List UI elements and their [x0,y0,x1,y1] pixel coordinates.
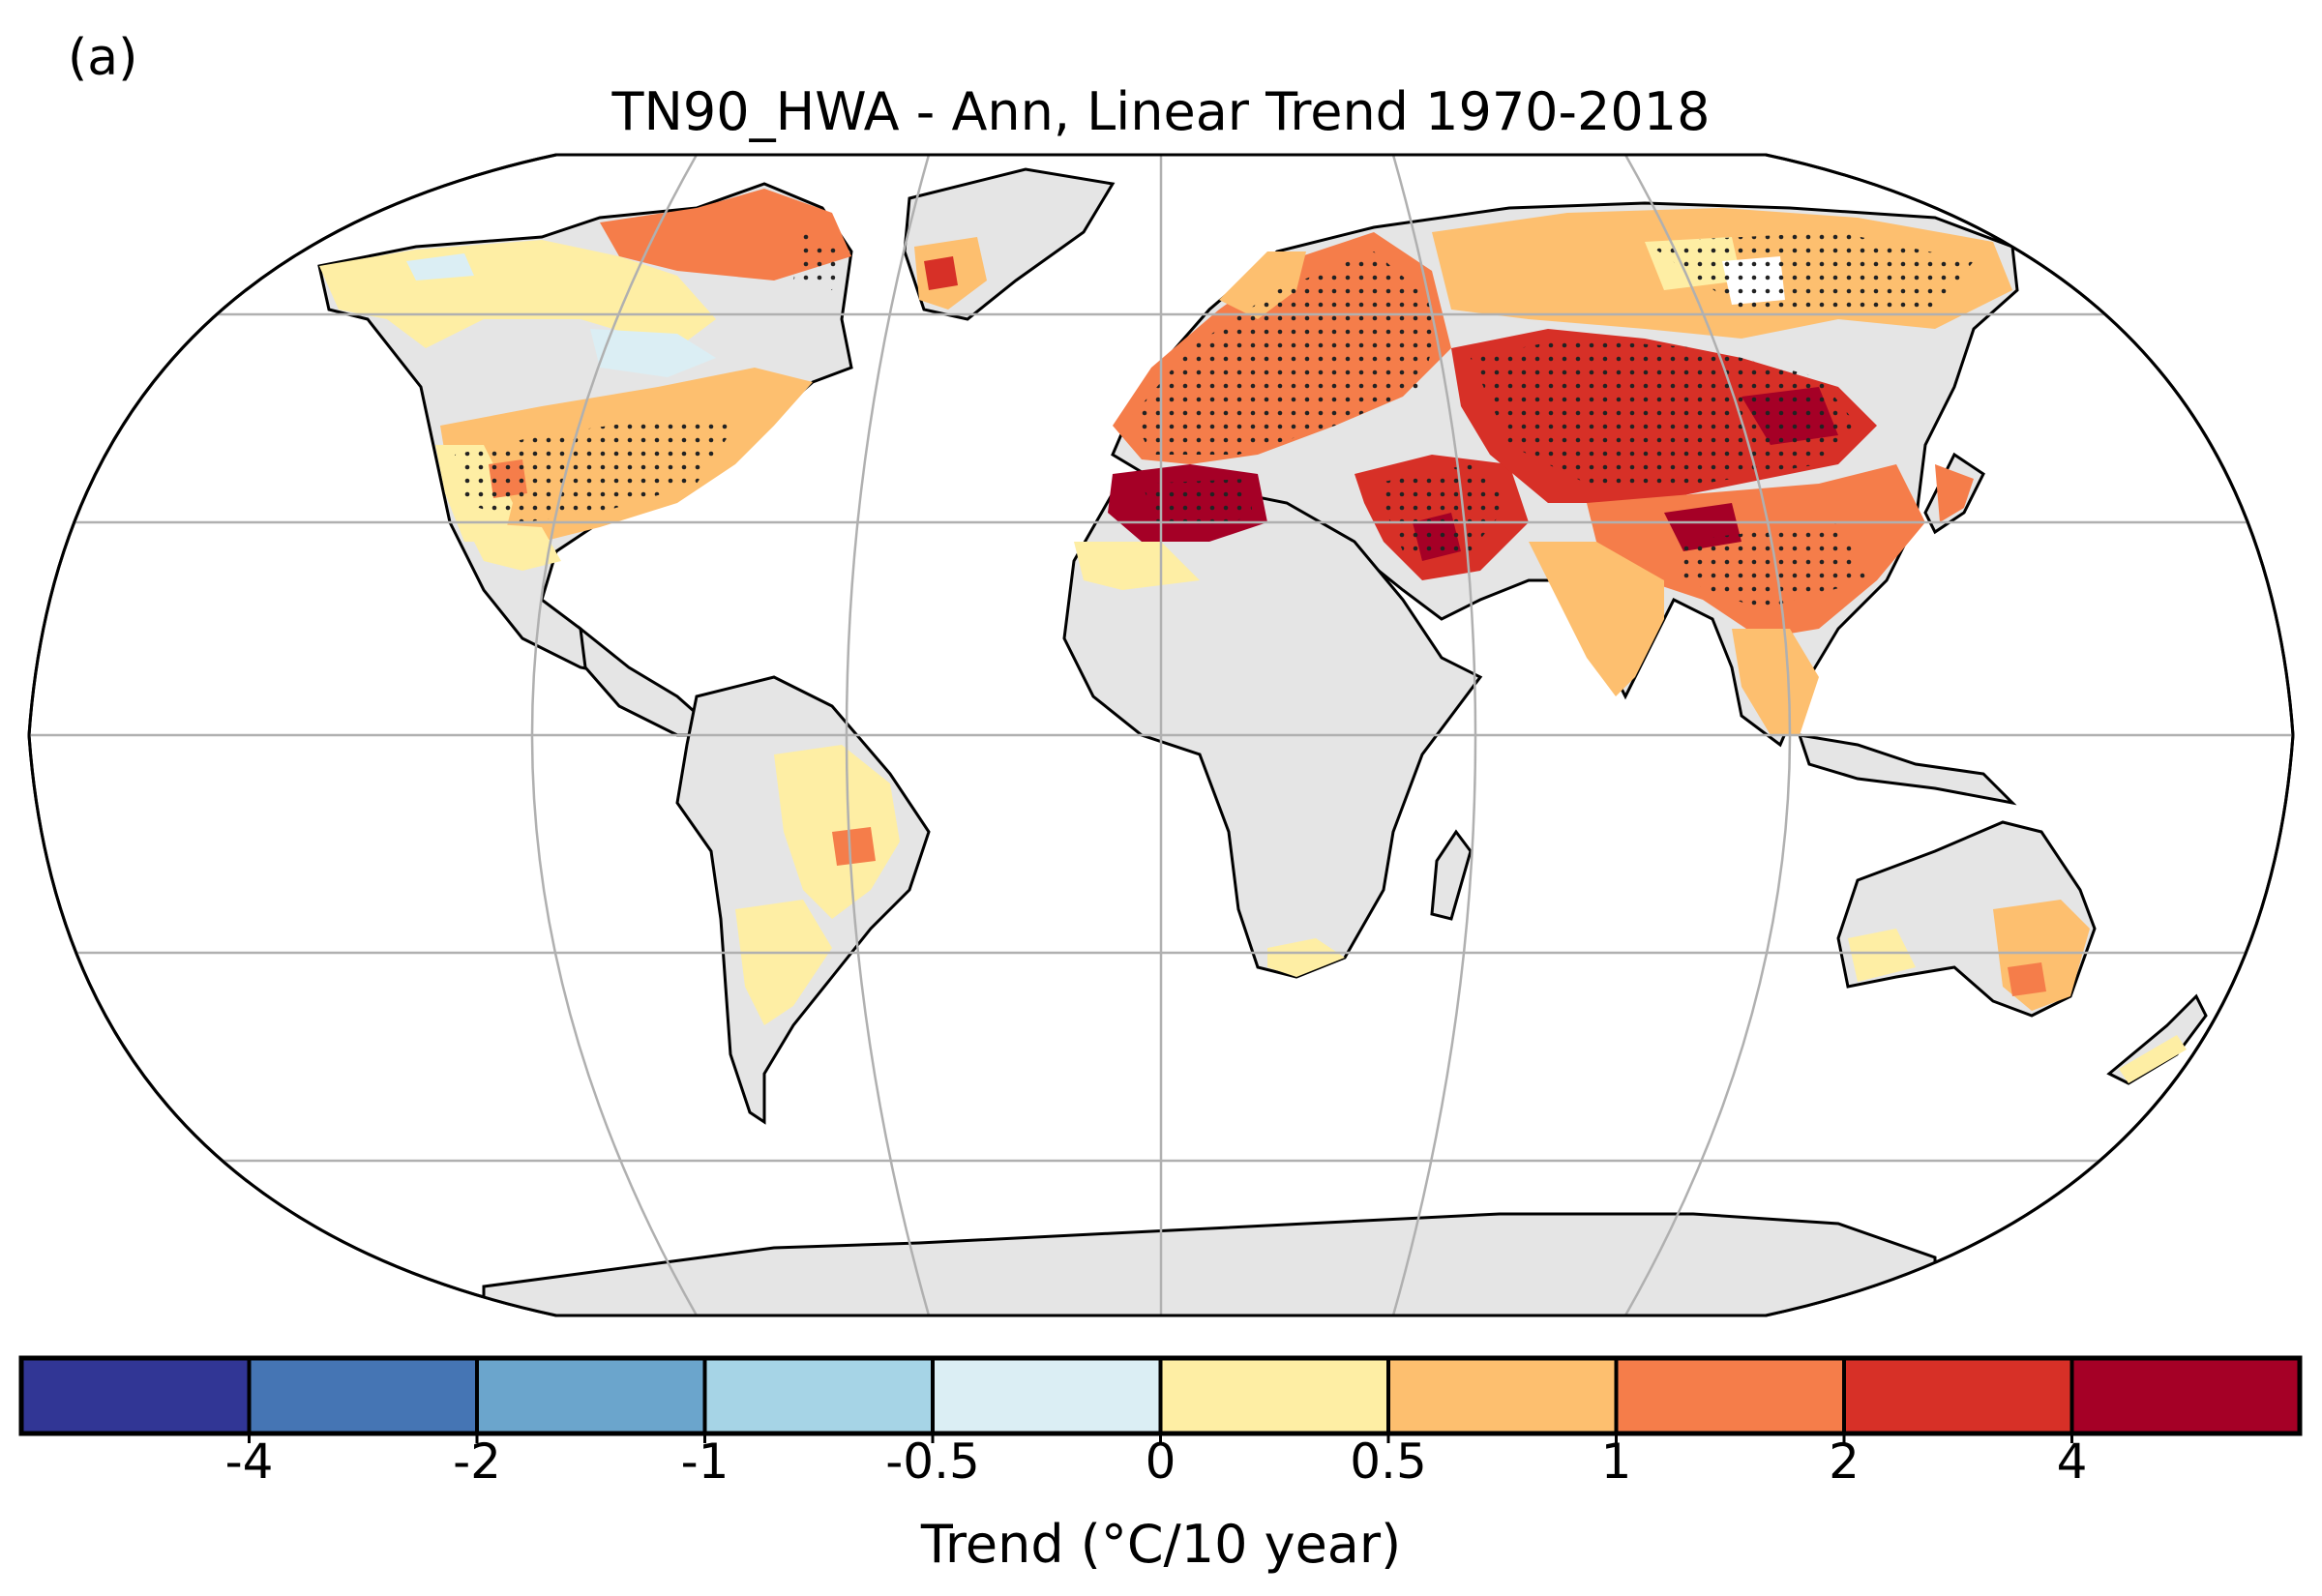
trend-region-alaska-cool [406,253,474,281]
colorbar-tick-label: 1 [1600,1433,1632,1490]
trend-region-scandinavia [1219,251,1306,319]
colorbar-tick-label: -0.5 [885,1433,980,1490]
trend-region-australia-hot [2008,962,2046,996]
trend-region-mexico [464,522,561,571]
colorbar-segment [1386,1356,1619,1435]
panel-label: (a) [68,29,138,87]
colorbar-segment [475,1356,707,1435]
colorbar-tick-label: 0.5 [1350,1433,1427,1490]
colorbar-tick-label: -4 [224,1433,274,1490]
trend-region-sahara-edge [1074,542,1200,590]
colorbar-segment [702,1356,935,1435]
indonesia [1797,733,2017,806]
trend-region-australia-west [1848,929,1916,982]
colorbar-tick-label: 2 [1829,1433,1860,1490]
colorbar [18,1355,2303,1443]
graticule [29,155,2293,1315]
globe-border [27,153,2295,1317]
trend-region-japan [1935,464,1974,522]
colorbar-segment [1842,1356,2074,1435]
colorbar-segments [19,1356,2302,1435]
colorbar-segment [247,1356,479,1435]
trend-region-southeast-asia [1732,629,1819,735]
colorbar-segment [19,1356,252,1435]
colorbar-ticks [248,1433,2073,1443]
trend-region-brazil-hot [832,827,876,866]
trend-region-canada-arctic [600,189,851,281]
colorbar-segment [1158,1356,1390,1435]
trend-region-central-canada [590,329,716,377]
colorbar-tick-label: -2 [453,1433,501,1490]
colorbar-tick-label: 4 [2056,1433,2088,1490]
colorbar-tick-label: 0 [1145,1433,1176,1490]
colorbar-segment [2069,1356,2302,1435]
world-map [27,153,2295,1317]
significance-stippling [455,232,1974,609]
trend-region-south-america-south [735,900,832,1025]
antarctica [482,1212,1937,1315]
colorbar-segment [1614,1356,1846,1435]
trend-region-india [1529,542,1664,696]
map-title: TN90_HWA - Ann, Linear Trend 1970-2018 [611,81,1711,142]
colorbar-segment [931,1356,1163,1435]
madagascar [1430,829,1473,921]
trend-region-greenland-hot [924,256,958,290]
colorbar-tick-label: -1 [680,1433,729,1490]
trend-region-south-africa [1267,938,1345,977]
trend-region-new-zealand [2119,1035,2187,1083]
colorbar-label: Trend (°C/10 year) [920,1514,1402,1575]
